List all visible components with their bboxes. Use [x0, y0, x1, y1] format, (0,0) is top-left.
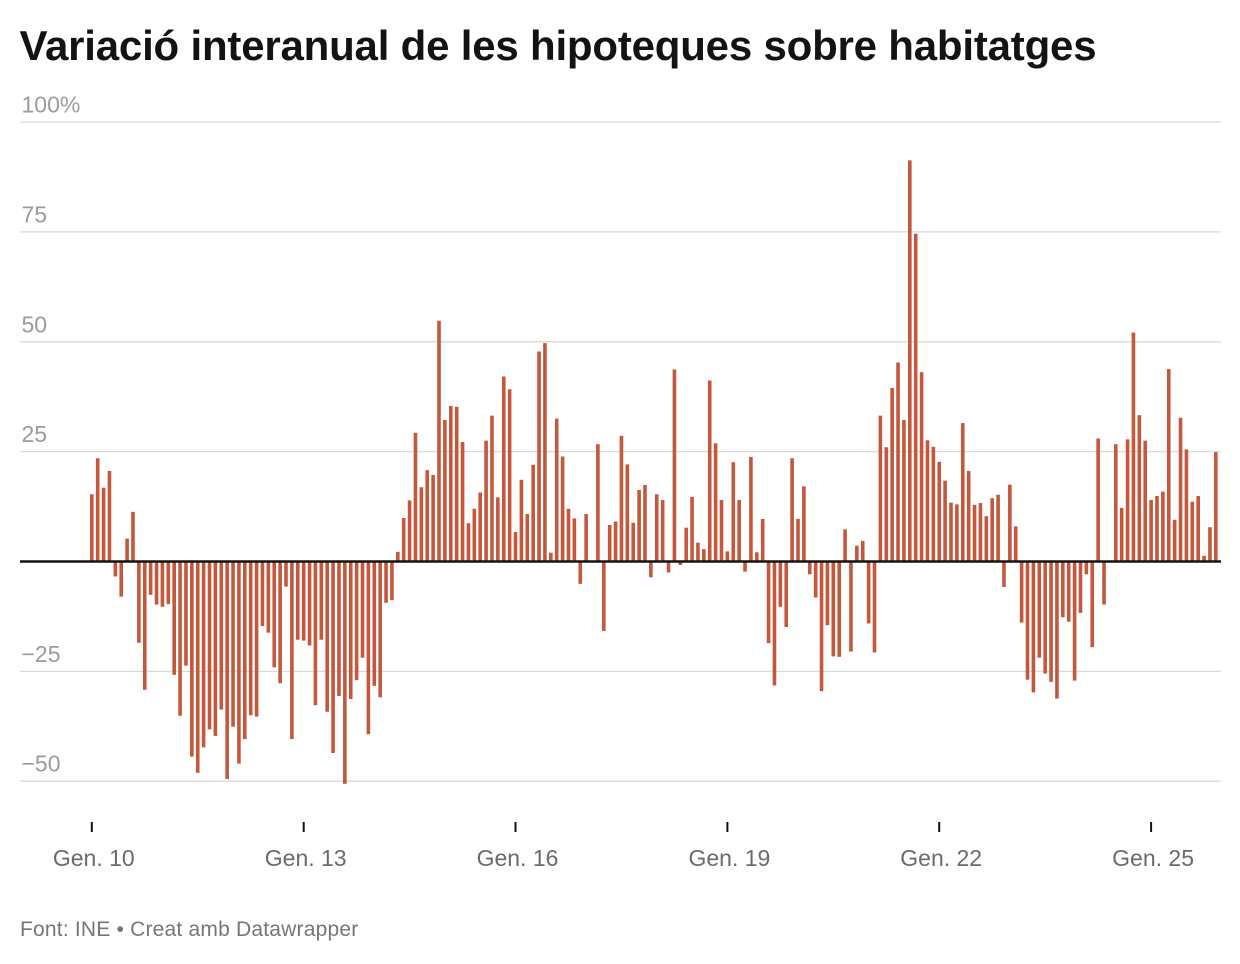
svg-text:100%: 100%	[22, 92, 81, 118]
svg-text:75: 75	[22, 201, 48, 227]
svg-text:Gen. 13: Gen. 13	[265, 845, 347, 871]
svg-text:25: 25	[22, 421, 48, 447]
svg-text:Gen. 25: Gen. 25	[1112, 845, 1194, 871]
svg-text:Gen. 16: Gen. 16	[477, 845, 559, 871]
svg-text:−25: −25	[22, 641, 61, 667]
svg-text:Gen. 22: Gen. 22	[900, 845, 982, 871]
svg-text:−50: −50	[22, 751, 61, 777]
svg-text:50: 50	[22, 311, 48, 337]
svg-text:Gen. 19: Gen. 19	[688, 845, 770, 871]
svg-text:Gen. 10: Gen. 10	[53, 845, 135, 871]
